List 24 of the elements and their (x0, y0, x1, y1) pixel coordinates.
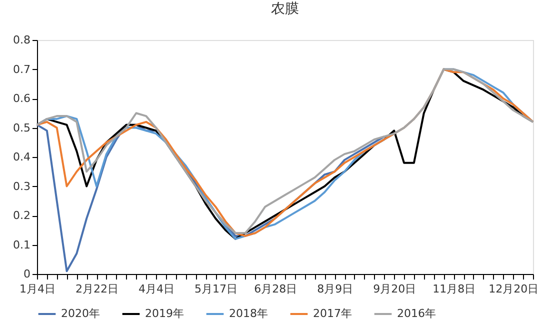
y-tick-label: 0.8 (13, 34, 30, 46)
y-tick-label: 0.6 (13, 92, 30, 105)
x-tick-label: 1月4日 (20, 282, 56, 296)
y-tick-label: 0.4 (13, 150, 30, 164)
legend-label: 2016年 (397, 307, 436, 320)
y-tick-label: 0.3 (13, 180, 30, 193)
x-tick-label: 12月20日 (488, 282, 539, 296)
y-tick-label: 0.7 (13, 62, 30, 76)
y-tick-label: 0 (24, 268, 30, 280)
legend-label: 2018年 (229, 307, 268, 320)
x-tick-label: 11月8日 (432, 282, 476, 296)
legend-label: 2020年 (61, 307, 100, 320)
chart-title: 农膜 (271, 1, 299, 17)
x-tick-label: 4月4日 (138, 282, 175, 296)
y-tick-label: 0.1 (13, 238, 30, 252)
legend-label: 2019年 (145, 307, 184, 320)
x-tick-label: 6月28日 (254, 282, 298, 296)
x-tick-label: 8月9日 (317, 282, 354, 296)
x-tick-label: 5月17日 (194, 282, 238, 296)
x-tick-label: 9月20日 (373, 282, 416, 296)
y-tick-label: 0.5 (13, 121, 30, 134)
y-tick-label: 0.2 (13, 209, 30, 222)
x-tick-label: 2月22日 (76, 282, 119, 296)
legend-label: 2017年 (313, 307, 352, 320)
